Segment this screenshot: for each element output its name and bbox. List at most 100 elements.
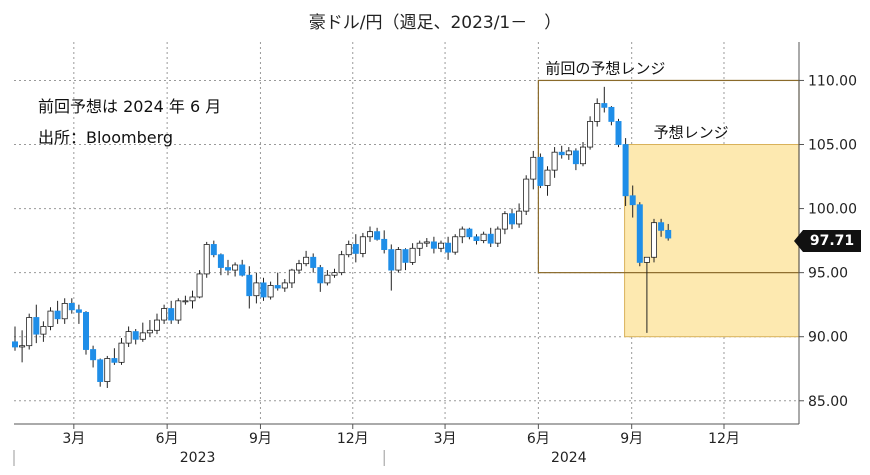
candle-body bbox=[587, 121, 594, 148]
candle-body bbox=[615, 121, 622, 145]
candle-body bbox=[104, 358, 111, 382]
candle-body bbox=[111, 358, 118, 363]
candle-body bbox=[11, 341, 18, 348]
candle-body bbox=[388, 249, 395, 271]
candle-body bbox=[90, 349, 97, 361]
candle-body bbox=[636, 204, 643, 263]
candle-body bbox=[139, 332, 146, 340]
forecast-range-label: 予想レンジ bbox=[654, 124, 729, 142]
candle-body bbox=[409, 247, 416, 263]
forecast-note: 前回予想は 2024 年 6 月 bbox=[38, 97, 222, 116]
x-tick-label: 3月 bbox=[62, 431, 85, 447]
candle-body bbox=[530, 156, 537, 180]
candle-body bbox=[452, 236, 459, 253]
x-tick-label: 12月 bbox=[337, 431, 369, 447]
candle-body bbox=[551, 151, 558, 171]
previous-range-label: 前回の予想レンジ bbox=[545, 59, 665, 77]
x-tick-label: 9月 bbox=[249, 431, 272, 447]
candle-body bbox=[658, 222, 665, 231]
x-tick-label: 6月 bbox=[527, 431, 550, 447]
candle-body bbox=[359, 236, 366, 254]
x-tick-label: 9月 bbox=[620, 431, 643, 447]
candle-body bbox=[381, 238, 388, 250]
candle-body bbox=[217, 254, 224, 268]
x-tick-label: 12月 bbox=[708, 431, 740, 447]
candle-body bbox=[260, 282, 267, 298]
candle-body bbox=[480, 233, 487, 242]
candle-body bbox=[466, 228, 473, 238]
candle-body bbox=[97, 359, 104, 382]
candle-body bbox=[608, 106, 615, 122]
candle-body bbox=[594, 103, 601, 122]
y-tick-label: 85.00 bbox=[808, 394, 848, 410]
candle-body bbox=[288, 269, 295, 284]
candle-body bbox=[281, 282, 288, 289]
year-label: 2023 bbox=[180, 450, 216, 466]
candle-body bbox=[40, 326, 47, 335]
x-tick-label: 6月 bbox=[156, 431, 179, 447]
candle-body bbox=[423, 241, 430, 244]
y-tick-label: 105.00 bbox=[808, 138, 857, 154]
source-note: 出所：Bloomberg bbox=[38, 128, 174, 147]
candle-body bbox=[146, 329, 153, 334]
candle-body bbox=[61, 302, 68, 320]
candle-body bbox=[295, 263, 302, 271]
candle-body bbox=[196, 273, 203, 298]
year-label: 2024 bbox=[551, 450, 587, 466]
candle-body bbox=[537, 156, 544, 186]
y-tick-label: 95.00 bbox=[808, 266, 848, 282]
candle-body bbox=[338, 254, 345, 274]
candle-body bbox=[345, 244, 352, 256]
candle-body bbox=[516, 210, 523, 225]
candle-body bbox=[310, 256, 317, 268]
candle-body bbox=[374, 231, 381, 240]
candle-body bbox=[580, 146, 587, 165]
candle-body bbox=[239, 264, 246, 276]
candle-body bbox=[416, 242, 423, 249]
candle-body bbox=[26, 317, 33, 347]
candle-body bbox=[366, 231, 373, 238]
candle-body bbox=[622, 144, 629, 197]
candle-body bbox=[75, 309, 82, 313]
y-tick-label: 100.00 bbox=[808, 202, 857, 218]
candle-body bbox=[430, 241, 437, 249]
candle-body bbox=[651, 222, 658, 258]
candle-body bbox=[665, 229, 672, 239]
candle-body bbox=[629, 195, 636, 206]
candle-body bbox=[153, 319, 160, 331]
candle-body bbox=[210, 244, 217, 256]
forecast-range-box bbox=[624, 144, 800, 338]
candle-body bbox=[473, 236, 480, 242]
candle-body bbox=[267, 285, 274, 298]
candle-body bbox=[253, 282, 260, 297]
candle-body bbox=[274, 285, 281, 289]
candle-body bbox=[445, 242, 452, 253]
x-tick-label: 3月 bbox=[434, 431, 457, 447]
candle-body bbox=[161, 308, 168, 321]
candle-body bbox=[558, 151, 565, 156]
candle-body bbox=[68, 302, 75, 311]
candle-body bbox=[54, 310, 61, 320]
candle-body bbox=[494, 228, 501, 244]
candle-body bbox=[303, 256, 310, 265]
candle-body bbox=[125, 331, 132, 344]
candle-body bbox=[508, 213, 515, 225]
chart-title: 豪ドル/円（週足、2023/1－ ） bbox=[308, 13, 562, 33]
candle-body bbox=[572, 150, 579, 165]
candle-body bbox=[83, 311, 90, 350]
candle-body bbox=[331, 272, 338, 276]
candle-body bbox=[203, 244, 210, 275]
candle-body bbox=[402, 249, 409, 263]
candle-body bbox=[246, 274, 253, 297]
candle-body bbox=[487, 233, 494, 244]
candle-body bbox=[395, 249, 402, 271]
candle-body bbox=[437, 242, 444, 249]
candle-body bbox=[232, 264, 239, 271]
candle-body bbox=[352, 244, 359, 254]
y-tick-label: 110.00 bbox=[808, 73, 857, 89]
candle-body bbox=[643, 256, 650, 263]
candle-body bbox=[565, 150, 572, 156]
candle-body bbox=[459, 228, 466, 238]
candle-body bbox=[19, 345, 26, 348]
